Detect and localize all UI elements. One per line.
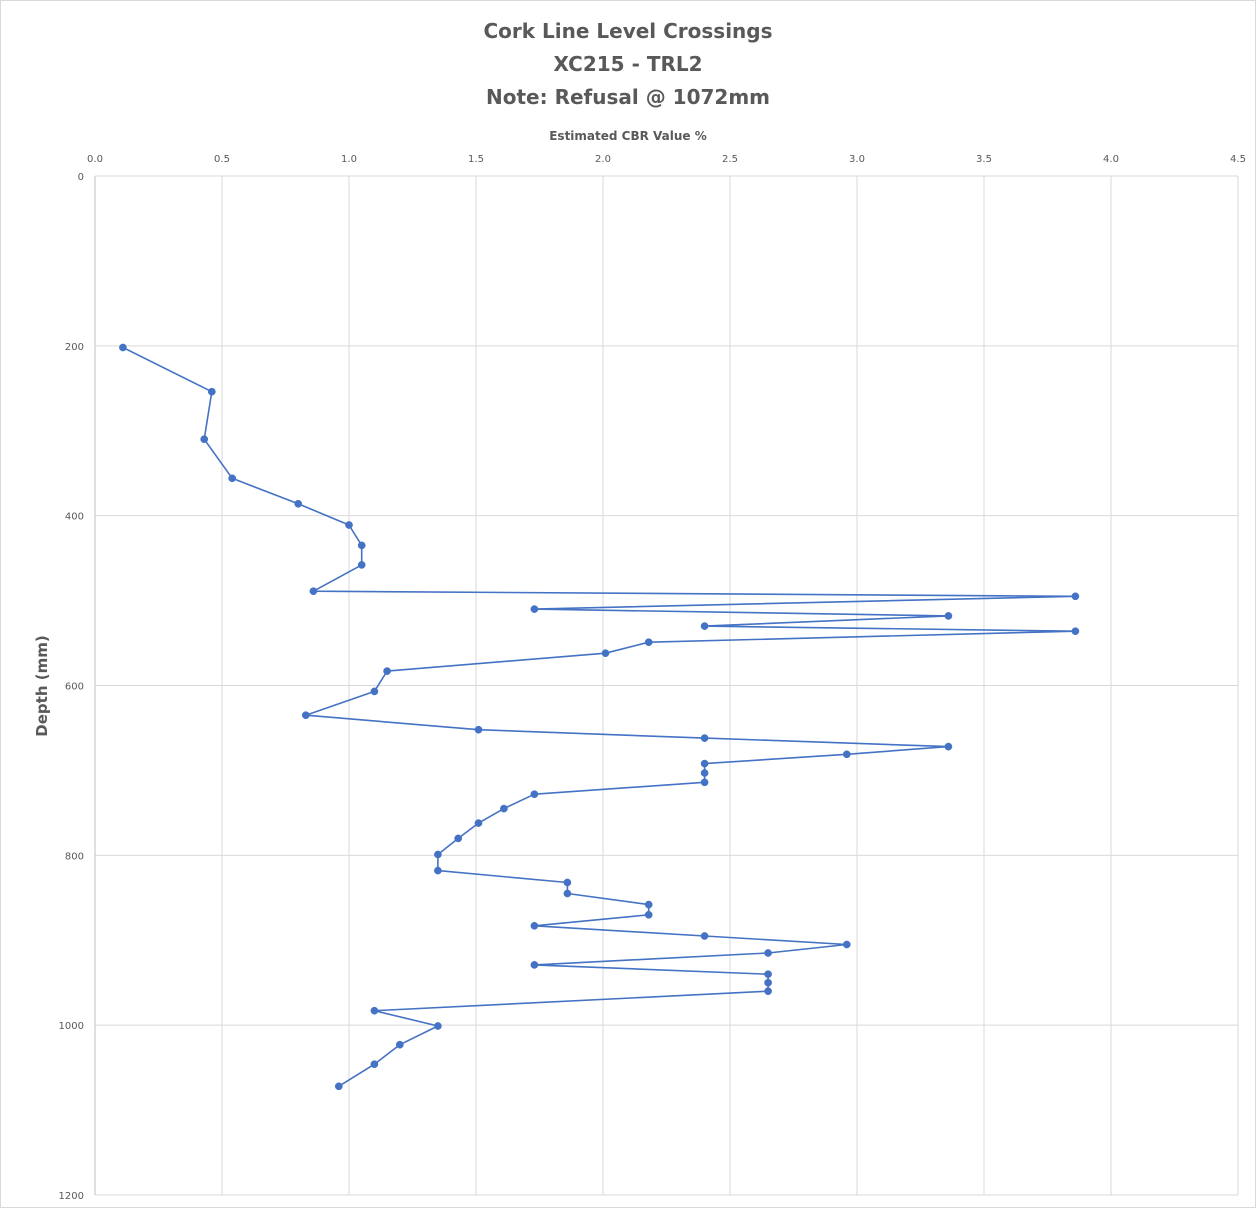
data-point [1071,627,1080,636]
data-point [309,587,318,596]
data-point [530,921,539,930]
y-tick-label: 800 [65,851,84,862]
data-point [357,561,366,569]
data-point [644,910,653,919]
data-point [301,711,310,720]
x-tick-label: 4.5 [1230,154,1246,165]
data-series [119,343,1080,1091]
data-point [944,742,953,751]
data-point [370,687,379,696]
x-tick-label: 2.5 [722,154,738,165]
data-point [700,622,709,630]
data-point [500,804,508,813]
data-point [294,499,303,508]
x-tick-label: 0.0 [87,154,103,165]
data-point [370,1060,379,1069]
y-tick-label: 1000 [59,1021,84,1032]
chart-title-line-2: XC215 - TRL2 [553,52,703,76]
data-point [434,1022,442,1030]
data-point [345,521,353,529]
data-point [474,819,483,827]
y-tick-label: 1200 [59,1191,84,1202]
y-tick-label: 600 [65,682,84,693]
data-point [357,541,366,550]
data-point [601,649,610,658]
data-point [434,866,442,875]
x-tick-label: 0.5 [214,154,230,165]
x-axis-label: Estimated CBR Value % [549,129,707,143]
data-point [764,970,772,979]
data-point [207,387,216,396]
data-point [370,1006,379,1015]
data-point [383,667,391,675]
y-tick-label: 200 [65,342,84,353]
data-point [842,750,851,759]
x-tick-label: 1.5 [468,154,484,165]
data-point [395,1040,404,1049]
data-point [1071,592,1080,601]
data-point [644,900,653,909]
data-point [563,878,572,887]
data-point [764,949,772,957]
y-tick-label: 400 [65,512,84,523]
data-point [474,725,483,734]
data-point [530,790,539,799]
series-line [122,346,1077,1087]
x-tick-label: 3.5 [976,154,992,165]
data-point [563,889,572,898]
data-point [764,978,772,987]
x-tick-label: 2.0 [595,154,611,165]
data-point [842,940,851,949]
data-point [644,638,653,647]
x-tick-label: 1.0 [341,154,357,165]
data-point [530,961,539,969]
x-tick-label: 4.0 [1103,154,1119,165]
tick-labels: 0.0 0.5 1.0 1.5 2.0 2.5 3.0 3.5 4.0 4.5 0 200 400 600… [59,154,1246,1202]
data-point [334,1082,343,1091]
data-point [119,343,127,352]
data-point [700,778,709,787]
data-point [228,474,237,483]
data-point [700,759,709,768]
data-point [200,435,209,444]
data-point [700,734,709,742]
data-point [700,932,709,940]
y-tick-label: 0 [78,172,84,183]
data-point [764,987,772,996]
data-point [454,834,463,843]
chart-title-line-3: Note: Refusal @ 1072mm [486,85,770,109]
data-point [434,850,442,859]
data-point [700,769,709,777]
grid-lines [94,175,1239,1196]
x-tick-label: 3.0 [849,154,865,165]
data-point [530,605,539,613]
chart-title-line-1: Cork Line Level Crossings [483,19,773,43]
data-point [944,612,953,620]
